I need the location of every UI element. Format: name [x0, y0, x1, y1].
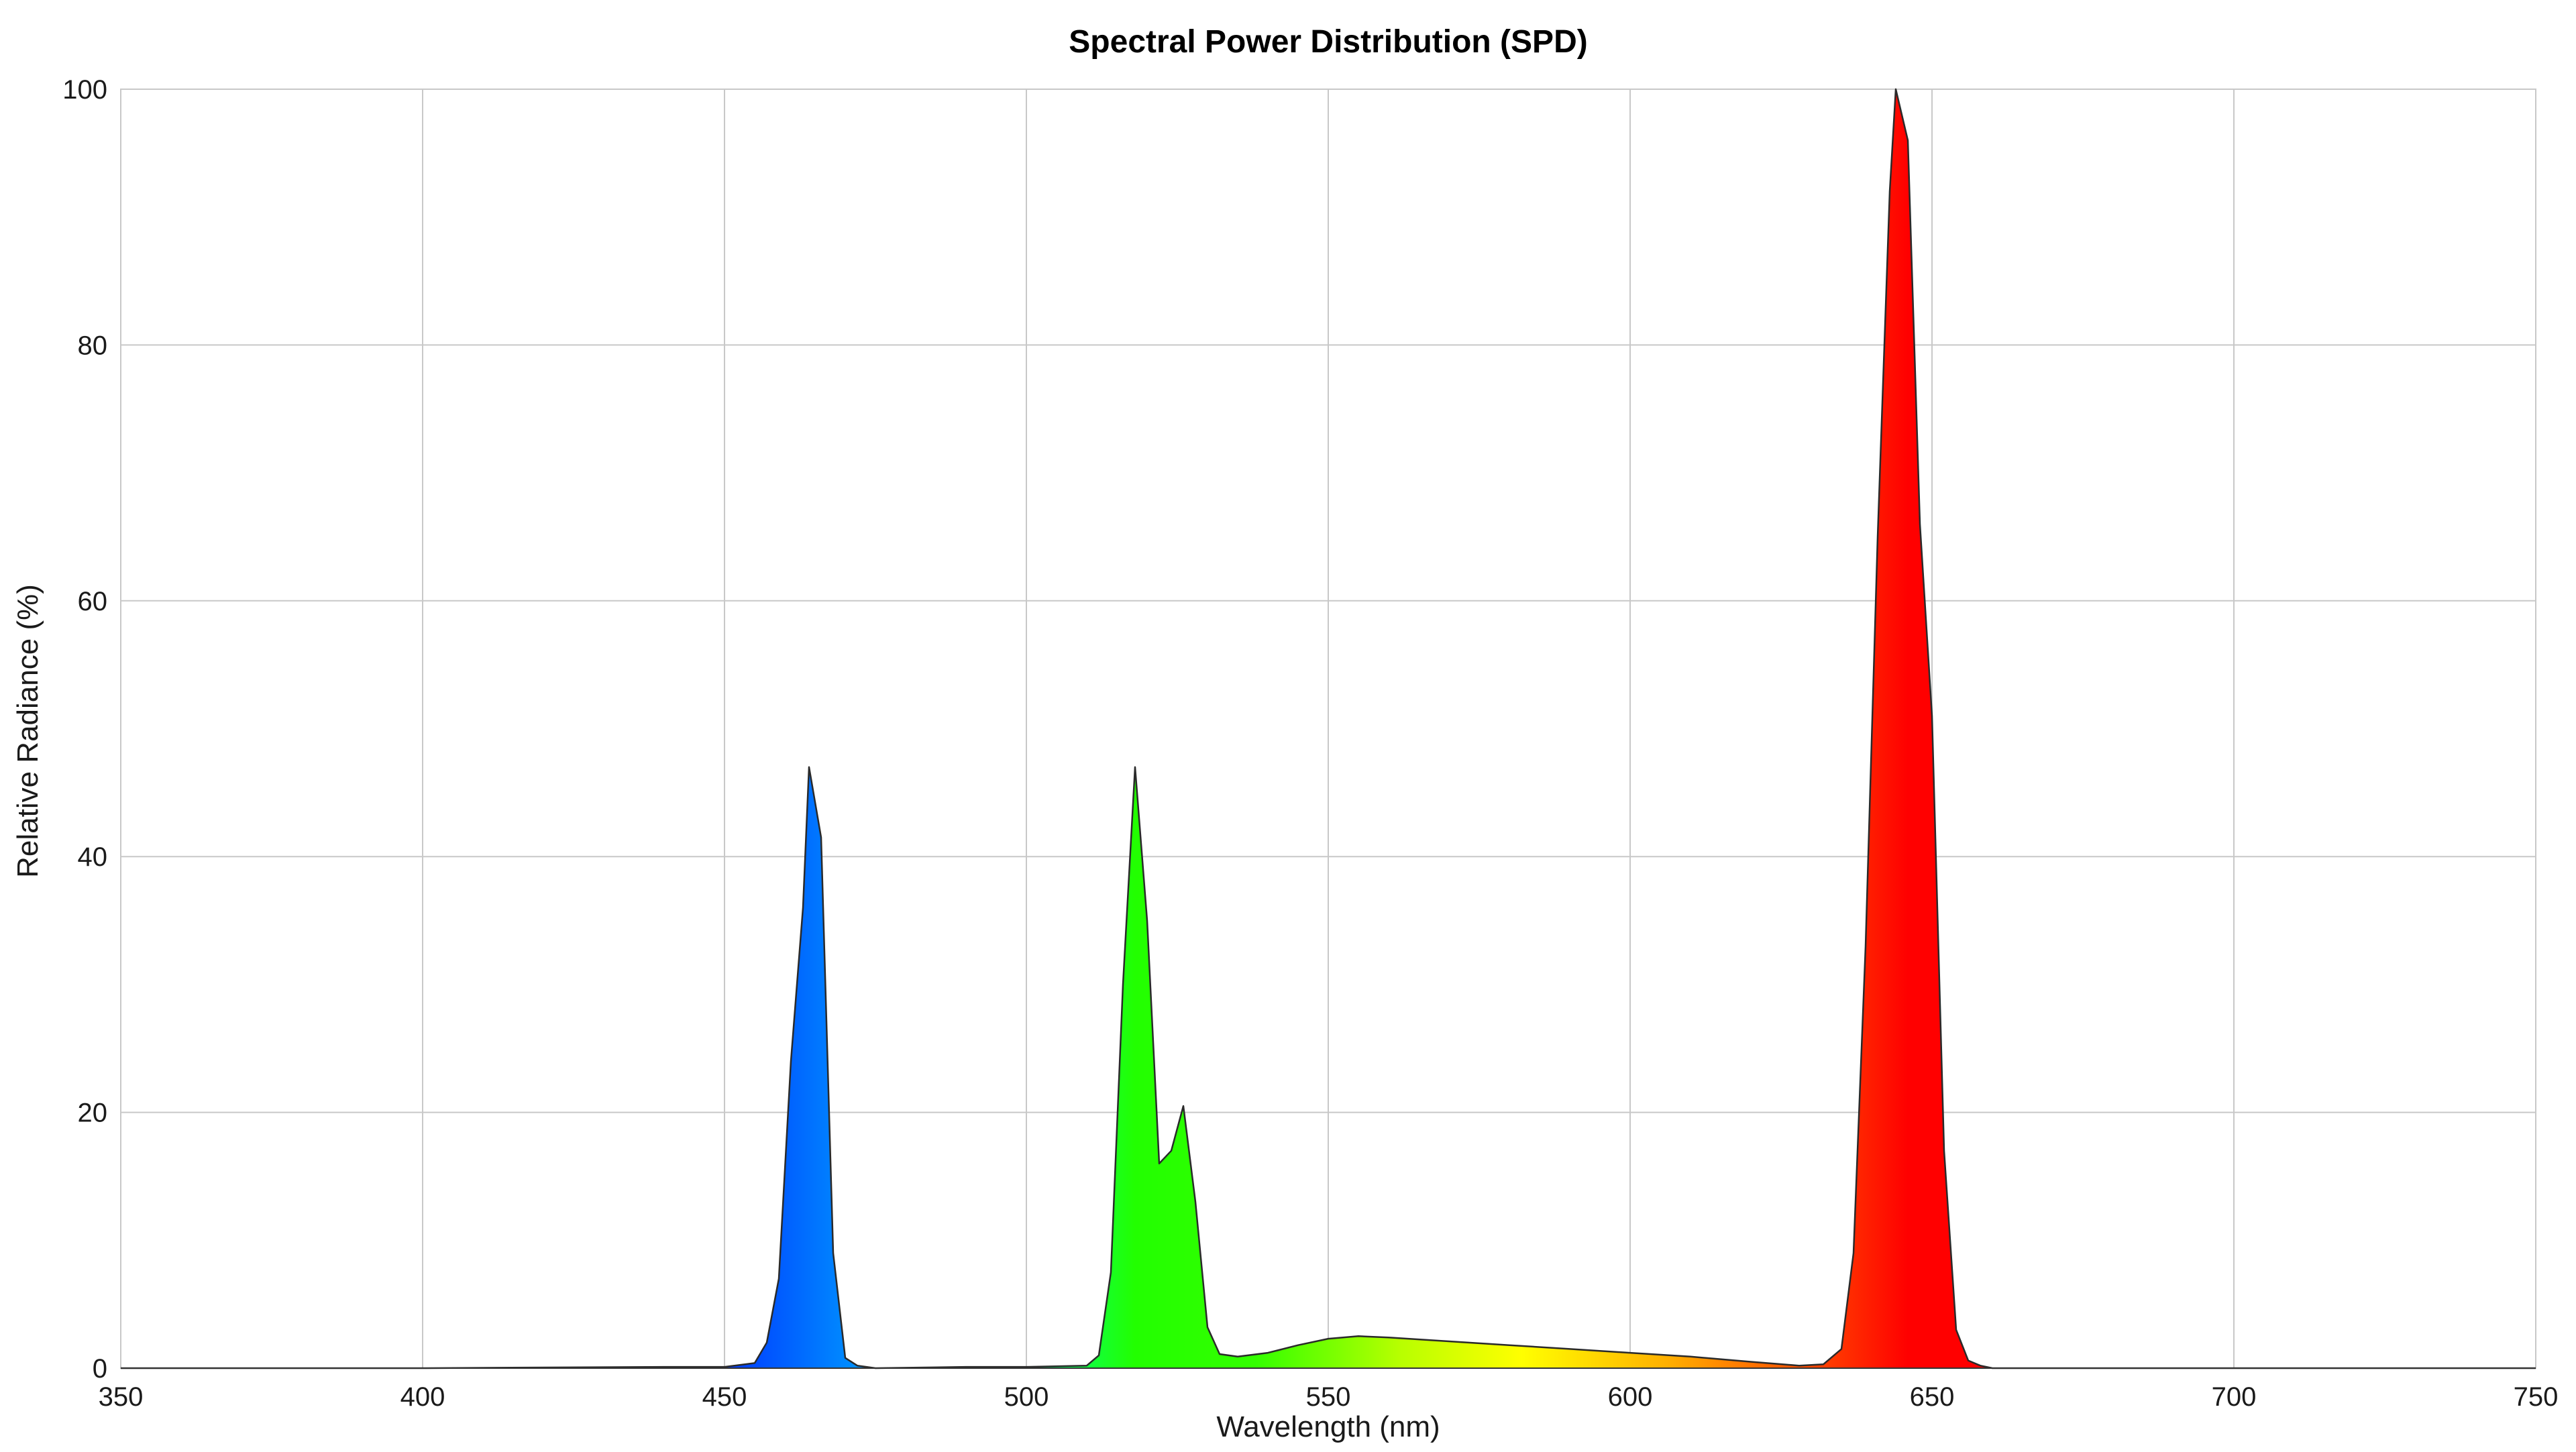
x-tick-label: 600 — [1608, 1382, 1653, 1412]
x-tick-label: 550 — [1306, 1382, 1351, 1412]
x-tick-label: 650 — [1910, 1382, 1955, 1412]
x-tick-label: 700 — [2212, 1382, 2257, 1412]
spd-outline — [121, 88, 2536, 1370]
grid-layer — [120, 89, 2536, 1369]
y-axis-label: Relative Radiance (%) — [11, 584, 44, 878]
x-tick-label: 350 — [99, 1382, 144, 1412]
y-tick-label: 80 — [78, 331, 108, 360]
x-tick-labels: 350 400 450 500 550 600 650 700 750 — [99, 1382, 2559, 1412]
y-tick-label: 60 — [78, 587, 108, 616]
y-tick-labels: 0 20 40 60 80 100 — [62, 75, 107, 1384]
y-tick-label: 40 — [78, 842, 108, 872]
chart-title: Spectral Power Distribution (SPD) — [1069, 24, 1587, 60]
x-axis-label: Wavelength (nm) — [1216, 1410, 1440, 1443]
x-tick-label: 500 — [1004, 1382, 1049, 1412]
y-tick-label: 100 — [62, 75, 107, 105]
spd-area — [121, 89, 2536, 1368]
y-tick-label: 0 — [93, 1354, 107, 1384]
y-tick-label: 20 — [78, 1099, 108, 1128]
x-tick-label: 400 — [400, 1382, 445, 1412]
x-tick-label: 450 — [702, 1382, 747, 1412]
x-tick-label: 750 — [2514, 1382, 2559, 1412]
